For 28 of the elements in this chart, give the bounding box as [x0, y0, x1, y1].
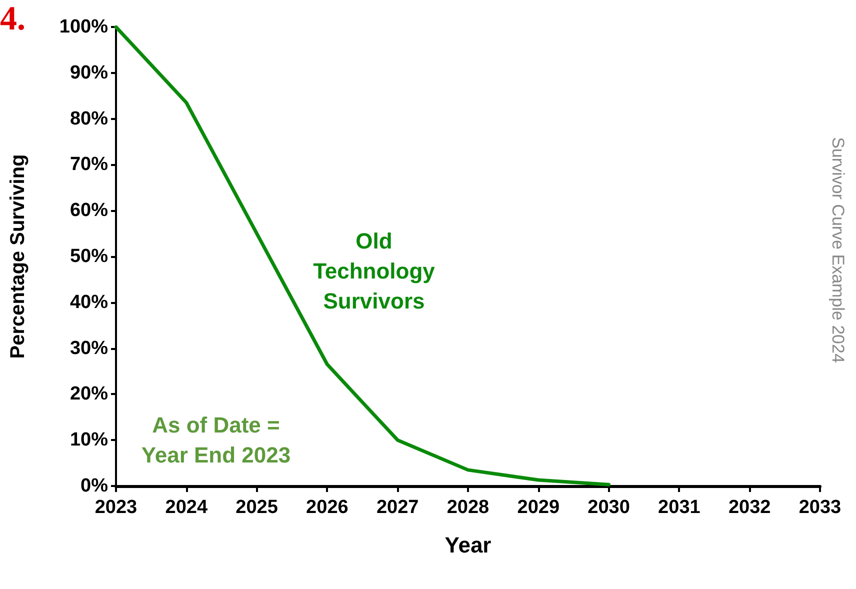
- x-tick-label: 2023: [94, 497, 138, 518]
- y-tick-label: 30%: [70, 338, 108, 359]
- y-tick-label: 10%: [70, 430, 108, 451]
- y-tick-label: 70%: [70, 154, 108, 176]
- x-tick-label: 2030: [588, 497, 630, 518]
- x-tick-label: 2029: [517, 497, 560, 518]
- y-tick-label: 50%: [70, 246, 108, 267]
- x-tick-label: 2026: [306, 497, 348, 518]
- x-tick-label: 2033: [798, 497, 842, 518]
- y-tick-label: 90%: [70, 62, 108, 84]
- x-axis-title: Year: [444, 532, 492, 558]
- x-tick-label: 2031: [658, 497, 701, 518]
- y-tick-label: 100%: [59, 16, 108, 38]
- x-tick-label: 2032: [728, 497, 771, 518]
- y-tick-label: 60%: [70, 200, 108, 222]
- x-tick-label: 2028: [446, 497, 490, 518]
- annotation: As of Date = Year End 2023: [141, 412, 291, 468]
- y-tick-label: 0%: [80, 476, 108, 496]
- text: Survivor Curve Example 2024: [828, 137, 848, 363]
- x-tick-label: 2027: [376, 497, 419, 518]
- x-tick-label: 2025: [236, 497, 278, 518]
- y-tick-label: 80%: [70, 108, 108, 130]
- text: 4.: [0, 0, 26, 38]
- x-tick-label: 2024: [165, 497, 208, 518]
- annotation: Old Technology Survivors: [313, 228, 436, 314]
- y-tick-label: 40%: [70, 292, 108, 313]
- y-axis-title: Percentage Surviving: [7, 154, 29, 359]
- y-tick-label: 20%: [70, 384, 108, 405]
